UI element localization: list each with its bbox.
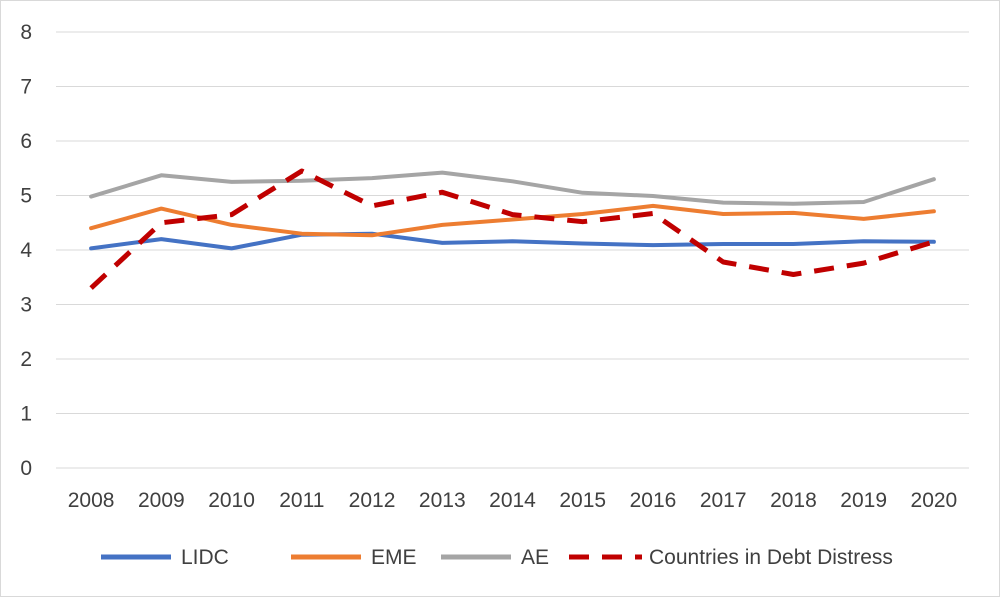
- x-tick-label: 2012: [349, 489, 396, 512]
- gridlines: [56, 31, 969, 469]
- series-lines: [89, 168, 936, 290]
- y-tick-label: 6: [20, 130, 32, 153]
- y-tick-label: 1: [20, 403, 32, 426]
- x-tick-label: 2019: [840, 489, 887, 512]
- legend-label: Countries in Debt Distress: [649, 546, 893, 569]
- y-axis-tick-labels: 0 1 2 3 4 5 6 7 8: [20, 21, 32, 480]
- x-tick-label: 2018: [770, 489, 817, 512]
- x-tick-label: 2020: [911, 489, 958, 512]
- x-tick-label: 2008: [68, 489, 115, 512]
- y-tick-label: 8: [20, 21, 32, 44]
- legend-label: AE: [521, 546, 549, 569]
- series-line-countries-in-debt-distress: [89, 168, 935, 290]
- x-tick-label: 2016: [630, 489, 677, 512]
- x-tick-label: 2009: [138, 489, 185, 512]
- y-tick-label: 4: [20, 239, 32, 262]
- x-tick-label: 2011: [279, 489, 324, 512]
- legend: LIDC EME AE Countries in Debt Distress: [101, 546, 893, 569]
- x-tick-label: 2013: [419, 489, 466, 512]
- legend-label: EME: [371, 546, 417, 569]
- y-tick-label: 2: [20, 348, 32, 371]
- x-tick-label: 2010: [208, 489, 255, 512]
- series-line-lidc: [89, 231, 936, 251]
- y-tick-label: 7: [20, 76, 32, 99]
- y-tick-label: 5: [20, 185, 32, 208]
- x-tick-label: 2015: [559, 489, 606, 512]
- legend-label: LIDC: [181, 546, 229, 569]
- series-line-eme: [89, 203, 936, 238]
- y-tick-label: 3: [20, 294, 32, 317]
- x-tick-label: 2017: [700, 489, 747, 512]
- x-tick-label: 2014: [489, 489, 536, 512]
- y-tick-label: 0: [20, 457, 32, 480]
- x-axis-tick-labels: 2008 2009 2010 2011 2012 2013 2014 2015 2016 2017…: [68, 489, 957, 512]
- series-line-ae: [89, 170, 936, 206]
